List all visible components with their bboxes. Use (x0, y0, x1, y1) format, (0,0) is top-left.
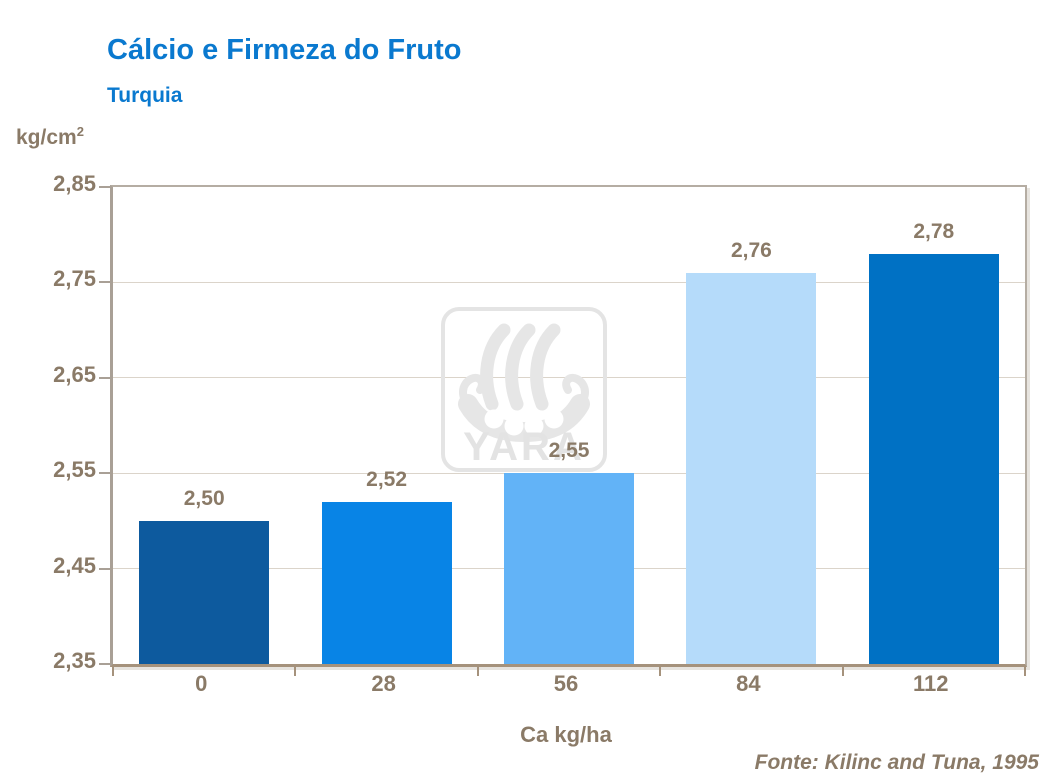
x-axis-tick (112, 667, 114, 676)
chart-title: Cálcio e Firmeza do Fruto (107, 34, 462, 66)
y-axis-tick-label: 2,55 (53, 457, 96, 483)
x-axis-category-label: 84 (736, 671, 761, 696)
y-axis-tick (99, 281, 110, 284)
bar (868, 253, 999, 664)
x-axis-tick (1024, 667, 1026, 676)
source-citation: Fonte: Kilinc and Tuna, 1995 (754, 751, 1039, 774)
bar (686, 272, 817, 664)
y-axis-tick-label: 2,65 (53, 361, 96, 387)
bar-value-label: 2,76 (730, 238, 772, 262)
bar (139, 520, 270, 664)
y-axis-tick-label: 2,75 (53, 266, 96, 292)
x-axis-tick (659, 667, 662, 676)
y-axis-tick (99, 663, 110, 665)
y-axis-tick (99, 567, 110, 570)
bar-value-label: 2,50 (183, 486, 225, 510)
y-axis-tick-label: 2,85 (53, 171, 96, 196)
bar (321, 501, 452, 664)
y-axis-tick (99, 376, 110, 379)
y-axis-tick-label: 2,45 (53, 552, 96, 578)
y-axis-tick (99, 472, 110, 475)
x-axis-category-label: 0 (195, 671, 208, 696)
gridline (113, 281, 1025, 283)
chart-subtitle: Turquia (107, 84, 183, 107)
y-axis-tick (99, 186, 110, 188)
x-axis-tick (476, 667, 479, 676)
yara-logo-watermark-icon: YARA (441, 307, 607, 472)
x-axis-category-label: 28 (371, 671, 396, 696)
y-axis-unit-label: kg/cm2 (16, 124, 84, 150)
bar (504, 473, 634, 664)
bar-value-label: 2,52 (366, 467, 408, 491)
bar-value-label: 2,55 (548, 439, 590, 463)
gridline (113, 472, 1025, 474)
bar-value-label: 2,78 (913, 219, 955, 243)
y-axis-unit-exponent: 2 (76, 124, 84, 139)
plot-area: YARA 2,50 2,52 2,55 2,76 2,78 (99, 185, 1027, 676)
yara-watermark-text: YARA (463, 425, 585, 469)
x-axis-title: Ca kg/ha (520, 722, 612, 747)
x-axis-category-label: 56 (553, 671, 579, 696)
x-axis-tick (841, 667, 844, 676)
y-axis-unit-base: kg/cm (16, 126, 77, 149)
x-axis-category-label: 112 (913, 671, 949, 696)
y-axis-tick-label: 2,35 (53, 648, 96, 673)
x-axis-tick (294, 667, 297, 676)
